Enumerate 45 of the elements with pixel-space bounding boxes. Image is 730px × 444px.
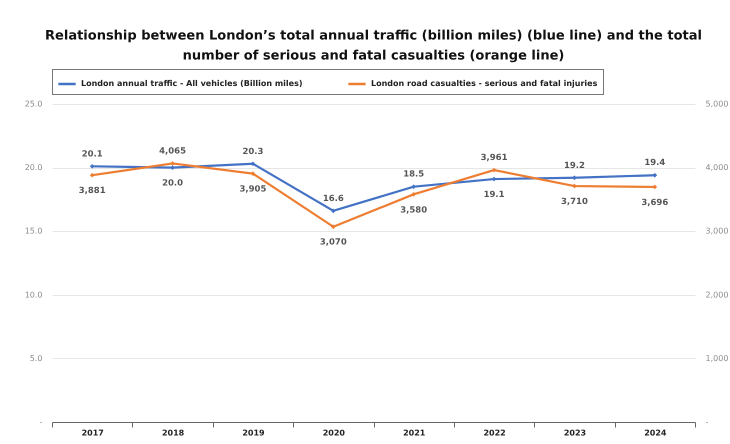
x-tick-label: 2022 (483, 428, 506, 438)
point (170, 161, 175, 166)
y2-tick-label: 4,000 (706, 163, 728, 172)
data-label: 3,696 (641, 198, 668, 208)
x-tick-label: 2017 (82, 428, 104, 438)
data-label: 3,961 (480, 153, 508, 164)
data-label: 19.1 (484, 190, 505, 200)
y-tick-label: 25.0 (24, 100, 42, 108)
data-label: 20.0 (162, 178, 184, 189)
y2-tick-label: - (706, 418, 708, 426)
legend-label: London road casualties - serious and fatal injuries (371, 79, 598, 88)
point (330, 208, 336, 214)
point (330, 224, 336, 230)
x-tick-label: 2018 (162, 428, 185, 438)
y-tick-label: - (40, 418, 43, 426)
data-label: 3,580 (400, 205, 428, 216)
data-label: 16.6 (322, 194, 344, 204)
data-label: 19.4 (644, 158, 666, 168)
data-label: 20.1 (82, 149, 103, 160)
data-label: 3,905 (239, 184, 266, 195)
y2-tick-label: 1,000 (706, 354, 728, 363)
y2-tick-label: 3,000 (706, 226, 728, 236)
data-label: 3,881 (78, 186, 106, 196)
point (411, 192, 416, 197)
y-tick-label: 5.0 (30, 354, 42, 363)
data-label: 19.2 (564, 160, 586, 171)
point (572, 184, 577, 188)
x-tick-label: 2020 (322, 428, 346, 438)
y-tick-label: 10.0 (24, 290, 42, 300)
y2-tick-label: 2,000 (706, 290, 728, 300)
chart-title: Relationship between London’s total annual traffic (billion miles) (blue line) and the total number of serious and fatal casualties (orange line) (45, 28, 702, 64)
data-label: 3,710 (560, 197, 588, 208)
x-tick-label: 2023 (564, 428, 586, 438)
y-tick-label: 15.0 (24, 226, 42, 236)
point (492, 168, 496, 172)
legend-label: London annual traffic - All vehicles (Billion miles) (81, 79, 302, 88)
data-label: 20.3 (242, 146, 264, 157)
x-tick-label: 2024 (644, 428, 667, 438)
x-tick-label: 2021 (403, 428, 426, 438)
x-tick-label: 2019 (242, 428, 266, 438)
y2-tick-label: 5,000 (706, 100, 728, 108)
data-label: 18.5 (403, 170, 424, 180)
y-tick-label: 20.0 (24, 163, 42, 172)
data-label: 3,070 (320, 238, 347, 248)
data-label: 4,065 (159, 146, 186, 156)
